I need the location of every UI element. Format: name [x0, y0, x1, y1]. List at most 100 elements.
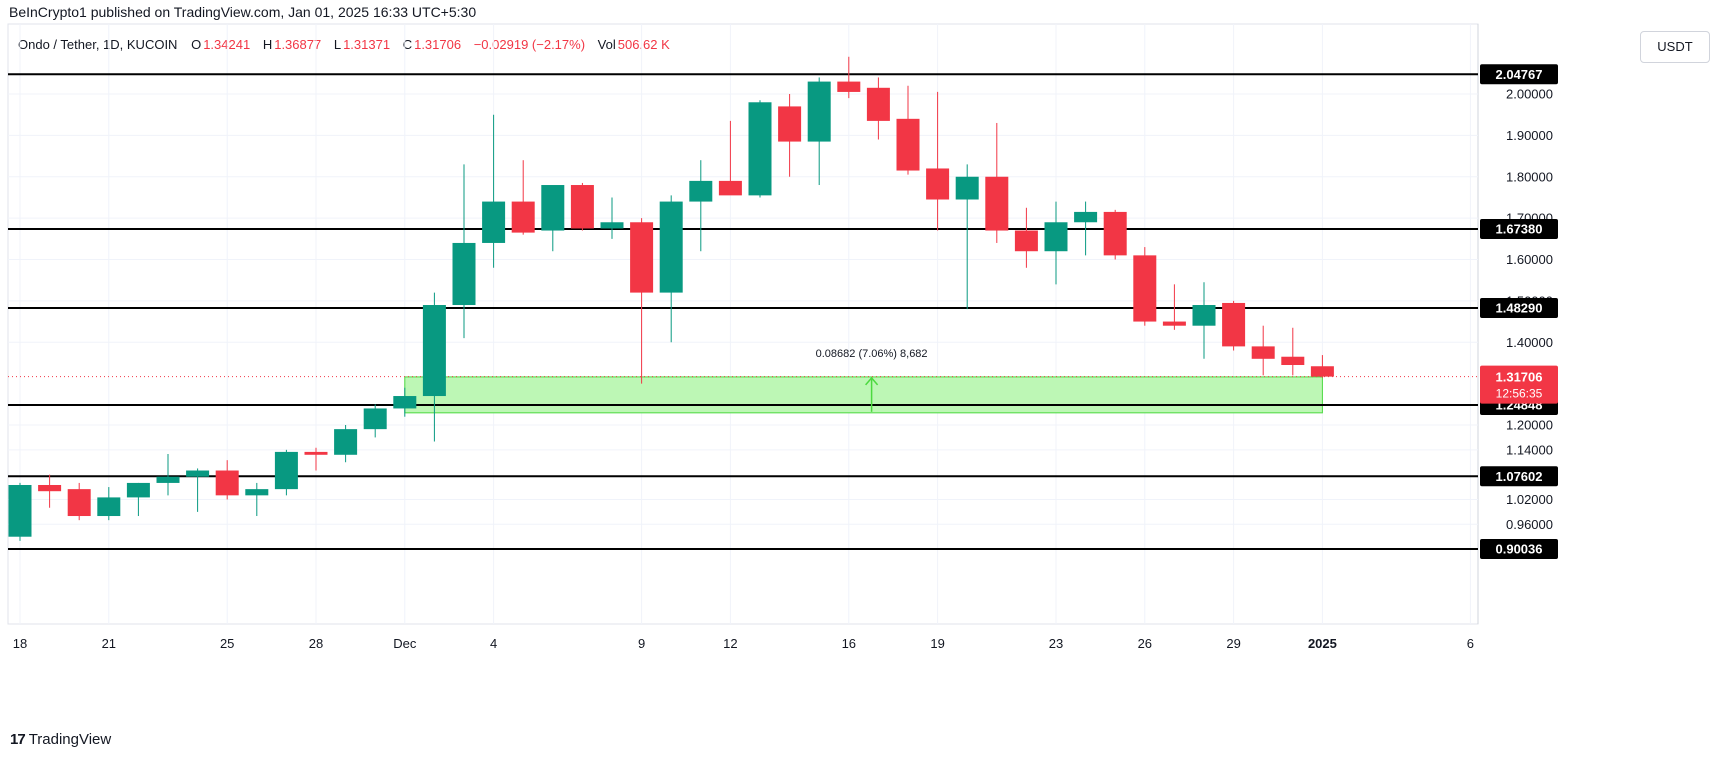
- high-label: H: [262, 37, 273, 52]
- symbol-legend: Ondo / Tether, 1D, KUCOIN O1.34241 H1.36…: [18, 37, 679, 52]
- symbol-name[interactable]: Ondo / Tether, 1D, KUCOIN: [18, 37, 178, 52]
- high-value: 1.36877: [274, 37, 322, 52]
- candles: [8, 56, 1334, 541]
- candle: [156, 453, 180, 496]
- candle: [186, 468, 210, 512]
- candle: [778, 94, 802, 177]
- candle-body: [1251, 346, 1275, 359]
- measure-label: 0.08682 (7.06%) 8,682: [816, 348, 928, 360]
- candle: [1103, 209, 1127, 260]
- time-axis: 18 21 25 28 Dec 4 9 12 16 19 23 26 29 2025 6: [13, 636, 1474, 651]
- candle: [97, 487, 121, 521]
- low-value: 1.31371: [343, 37, 391, 52]
- candle: [748, 100, 772, 198]
- price-tick-label: 1.14000: [1506, 442, 1553, 457]
- candle-body: [926, 168, 950, 200]
- candle-body: [1044, 222, 1068, 252]
- candle-body: [363, 408, 387, 430]
- range-zone: [404, 376, 1323, 414]
- level-tag: [1480, 466, 1558, 487]
- candle-body: [1192, 305, 1216, 326]
- level-tag: [1480, 538, 1558, 559]
- plot-frame: [7, 23, 1479, 625]
- candle-body: [659, 201, 683, 293]
- candle: [1251, 325, 1275, 376]
- time-tick-label: 25: [220, 636, 234, 651]
- candle: [1310, 355, 1334, 378]
- candle: [245, 482, 269, 517]
- candle: [452, 164, 476, 339]
- candle: [630, 218, 654, 384]
- candle-body: [541, 185, 565, 231]
- price-axis: 2.000001.900001.800001.700001.600001.500…: [1480, 64, 1558, 559]
- candle-body: [866, 87, 890, 121]
- candle: [1281, 327, 1305, 376]
- candle-body: [1310, 366, 1334, 377]
- candle: [304, 447, 328, 471]
- candle: [1044, 201, 1068, 285]
- candle: [837, 56, 861, 99]
- time-tick-label: Dec: [393, 636, 417, 651]
- candle-body: [422, 305, 446, 397]
- candle-body: [689, 180, 713, 202]
- price-tick-label: 0.96000: [1506, 517, 1553, 532]
- candle-body: [1133, 255, 1157, 322]
- range-measure: 0.08682 (7.06%) 8,682: [816, 348, 928, 412]
- price-tick-label: 1.90000: [1506, 128, 1553, 143]
- volume-label: Vol: [597, 37, 616, 52]
- time-tick-label: 12: [723, 636, 737, 651]
- candle-body: [8, 484, 32, 537]
- change-value: −0.02919 (−2.17%): [473, 37, 586, 52]
- candle-body: [97, 497, 121, 517]
- time-tick-label: 2025: [1308, 636, 1337, 651]
- candle-body: [1014, 230, 1038, 252]
- level-tag: [1480, 64, 1558, 85]
- candle: [1014, 207, 1038, 268]
- candle: [1133, 247, 1157, 326]
- close-value: 1.31706: [414, 37, 462, 52]
- tradingview-logo-text: TradingView: [28, 731, 112, 748]
- tradingview-logo: 17 TradingView: [10, 731, 111, 748]
- candle-body: [126, 482, 150, 498]
- candle: [8, 482, 32, 541]
- support-resistance-lines: [8, 73, 1478, 550]
- candle-body: [748, 102, 772, 196]
- current-price-label: 1.31706: [1496, 370, 1543, 385]
- level-label: 1.48290: [1496, 300, 1543, 315]
- level-tag: [1480, 218, 1558, 239]
- candle-body: [482, 201, 506, 243]
- candle: [511, 160, 535, 235]
- time-tick-label: 19: [930, 636, 944, 651]
- current-price-tag: [1480, 365, 1558, 404]
- range-zone-rect: [404, 376, 1323, 414]
- publisher-line: BeInCrypto1 published on TradingView.com…: [9, 4, 477, 20]
- candle-body: [245, 489, 269, 496]
- candle-body: [452, 242, 476, 306]
- close-label: C: [402, 37, 413, 52]
- candle-body: [1162, 321, 1186, 326]
- candle: [600, 197, 624, 239]
- candle-body: [837, 81, 861, 92]
- chart-grid: [7, 23, 1479, 625]
- candle: [896, 85, 920, 175]
- candle-body: [511, 201, 535, 233]
- candle-body: [778, 106, 802, 142]
- candle-body: [600, 222, 624, 229]
- candle-body: [1222, 302, 1246, 347]
- currency-button[interactable]: USDT: [1640, 31, 1710, 63]
- price-tick-label: 2.00000: [1506, 87, 1553, 102]
- candle: [334, 425, 358, 463]
- candle: [570, 182, 594, 231]
- candle-body: [570, 185, 594, 229]
- measure-arrow-head: [865, 376, 879, 386]
- candle-body: [38, 484, 62, 492]
- candle: [274, 449, 298, 496]
- candle-body: [896, 118, 920, 171]
- candle: [393, 387, 417, 417]
- price-tick-label: 1.02000: [1506, 492, 1553, 507]
- candle-body: [215, 470, 239, 496]
- candle-body: [186, 470, 210, 477]
- candle: [1192, 282, 1216, 359]
- candle: [215, 460, 239, 500]
